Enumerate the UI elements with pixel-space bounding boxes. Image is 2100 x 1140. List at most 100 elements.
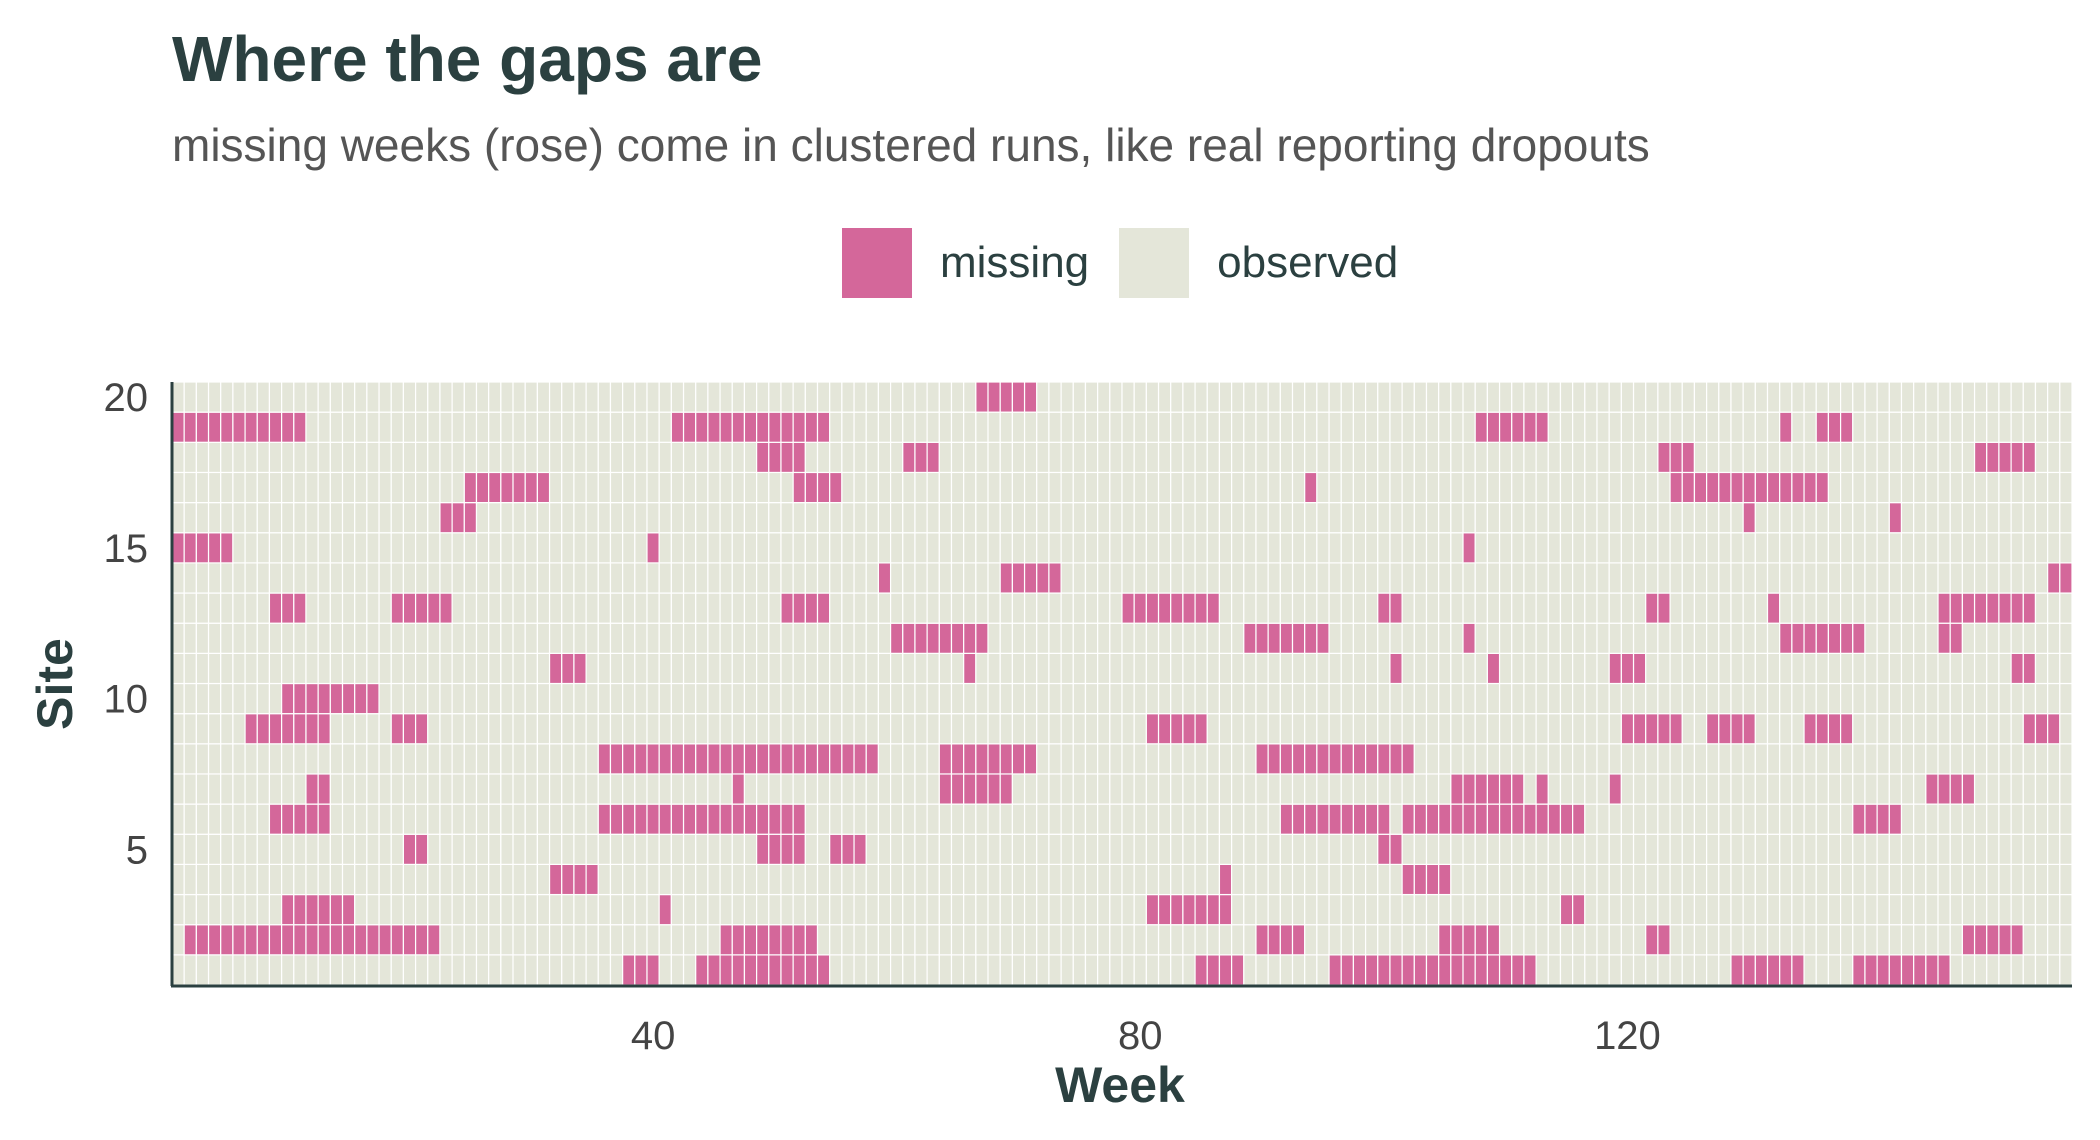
observed-cell (2047, 773, 2061, 805)
observed-cell (1072, 893, 1087, 926)
observed-cell (1742, 773, 1756, 805)
observed-cell (427, 411, 441, 443)
observed-cell (2059, 924, 2073, 956)
observed-cell (463, 773, 478, 805)
missing-cell (1657, 592, 1671, 624)
observed-cell (2059, 954, 2073, 986)
observed-cell (743, 682, 758, 715)
missing-cell (1608, 652, 1622, 685)
observed-cell (183, 863, 197, 896)
observed-cell (1462, 713, 1476, 745)
observed-cell (975, 924, 989, 956)
observed-cell (1645, 471, 1659, 504)
observed-cell (2047, 622, 2061, 654)
observed-cell (536, 682, 551, 715)
observed-cell (1803, 381, 1817, 413)
observed-cell (1511, 682, 1525, 715)
observed-cell (1766, 502, 1781, 534)
observed-cell (1097, 713, 1111, 745)
observed-cell (1450, 441, 1464, 474)
observed-cell (378, 863, 392, 896)
observed-cell (1097, 954, 1111, 986)
observed-cell (414, 743, 429, 775)
observed-cell (2059, 592, 2073, 624)
observed-cell (1364, 562, 1379, 594)
missing-cell (792, 592, 806, 624)
observed-cell (670, 713, 685, 745)
observed-cell (1827, 833, 1842, 865)
observed-cell (1572, 954, 1586, 986)
observed-cell (999, 954, 1013, 986)
observed-cell (1072, 833, 1087, 865)
observed-cell (877, 411, 892, 443)
observed-cell (1547, 924, 1562, 956)
observed-cell (427, 441, 441, 474)
observed-cell (1182, 502, 1196, 534)
observed-cell (1876, 471, 1890, 504)
observed-cell (719, 652, 733, 685)
observed-cell (463, 954, 478, 986)
observed-cell (1023, 622, 1038, 654)
observed-cell (1218, 411, 1233, 443)
observed-cell (2059, 713, 2073, 745)
observed-cell (1864, 924, 1878, 956)
missing-cell (1304, 471, 1318, 504)
observed-cell (171, 652, 185, 685)
observed-cell (256, 803, 271, 835)
observed-cell (670, 592, 685, 624)
observed-cell (902, 713, 916, 745)
missing-cell (889, 622, 904, 654)
observed-cell (1072, 562, 1087, 594)
observed-cell (829, 622, 843, 654)
observed-cell (268, 863, 283, 896)
observed-cell (585, 411, 599, 443)
observed-cell (256, 562, 271, 594)
observed-cell (1438, 893, 1452, 926)
observed-cell (865, 652, 880, 685)
observed-cell (1839, 924, 1854, 956)
observed-cell (963, 682, 977, 715)
observed-cell (1986, 411, 2000, 443)
observed-cell (670, 773, 685, 805)
observed-cell (1413, 562, 1428, 594)
observed-cell (1413, 773, 1428, 805)
missing-cell (1121, 592, 1135, 624)
observed-cell (1815, 381, 1830, 413)
observed-cell (731, 713, 746, 745)
observed-cell (1352, 622, 1367, 654)
observed-cell (622, 532, 636, 564)
observed-cell (1535, 562, 1549, 594)
observed-cell (1620, 924, 1635, 956)
missing-cell (938, 622, 953, 654)
observed-cell (1742, 803, 1756, 835)
observed-cell (1182, 803, 1196, 835)
observed-cell (999, 863, 1013, 896)
observed-cell (1194, 381, 1208, 413)
observed-cell (963, 502, 977, 534)
observed-cell (987, 471, 1001, 504)
observed-cell (1779, 562, 1793, 594)
observed-cell (987, 652, 1001, 685)
observed-cell (232, 622, 246, 654)
observed-cell (1145, 471, 1160, 504)
observed-cell (512, 682, 526, 715)
observed-cell (658, 502, 672, 534)
missing-cell (524, 471, 538, 504)
observed-cell (1523, 713, 1537, 745)
observed-cell (1547, 773, 1562, 805)
observed-cell (1961, 682, 1976, 715)
observed-cell (1194, 652, 1208, 685)
observed-cell (390, 773, 405, 805)
observed-cell (171, 622, 185, 654)
missing-cell (1839, 713, 1854, 745)
observed-cell (1511, 713, 1525, 745)
observed-cell (926, 924, 940, 956)
observed-cell (1352, 773, 1367, 805)
observed-cell (1572, 682, 1586, 715)
missing-cell (1352, 803, 1367, 835)
observed-cell (634, 833, 648, 865)
observed-cell (634, 381, 648, 413)
observed-cell (1535, 622, 1549, 654)
missing-cell (1998, 924, 2012, 956)
missing-cell (1900, 954, 1915, 986)
